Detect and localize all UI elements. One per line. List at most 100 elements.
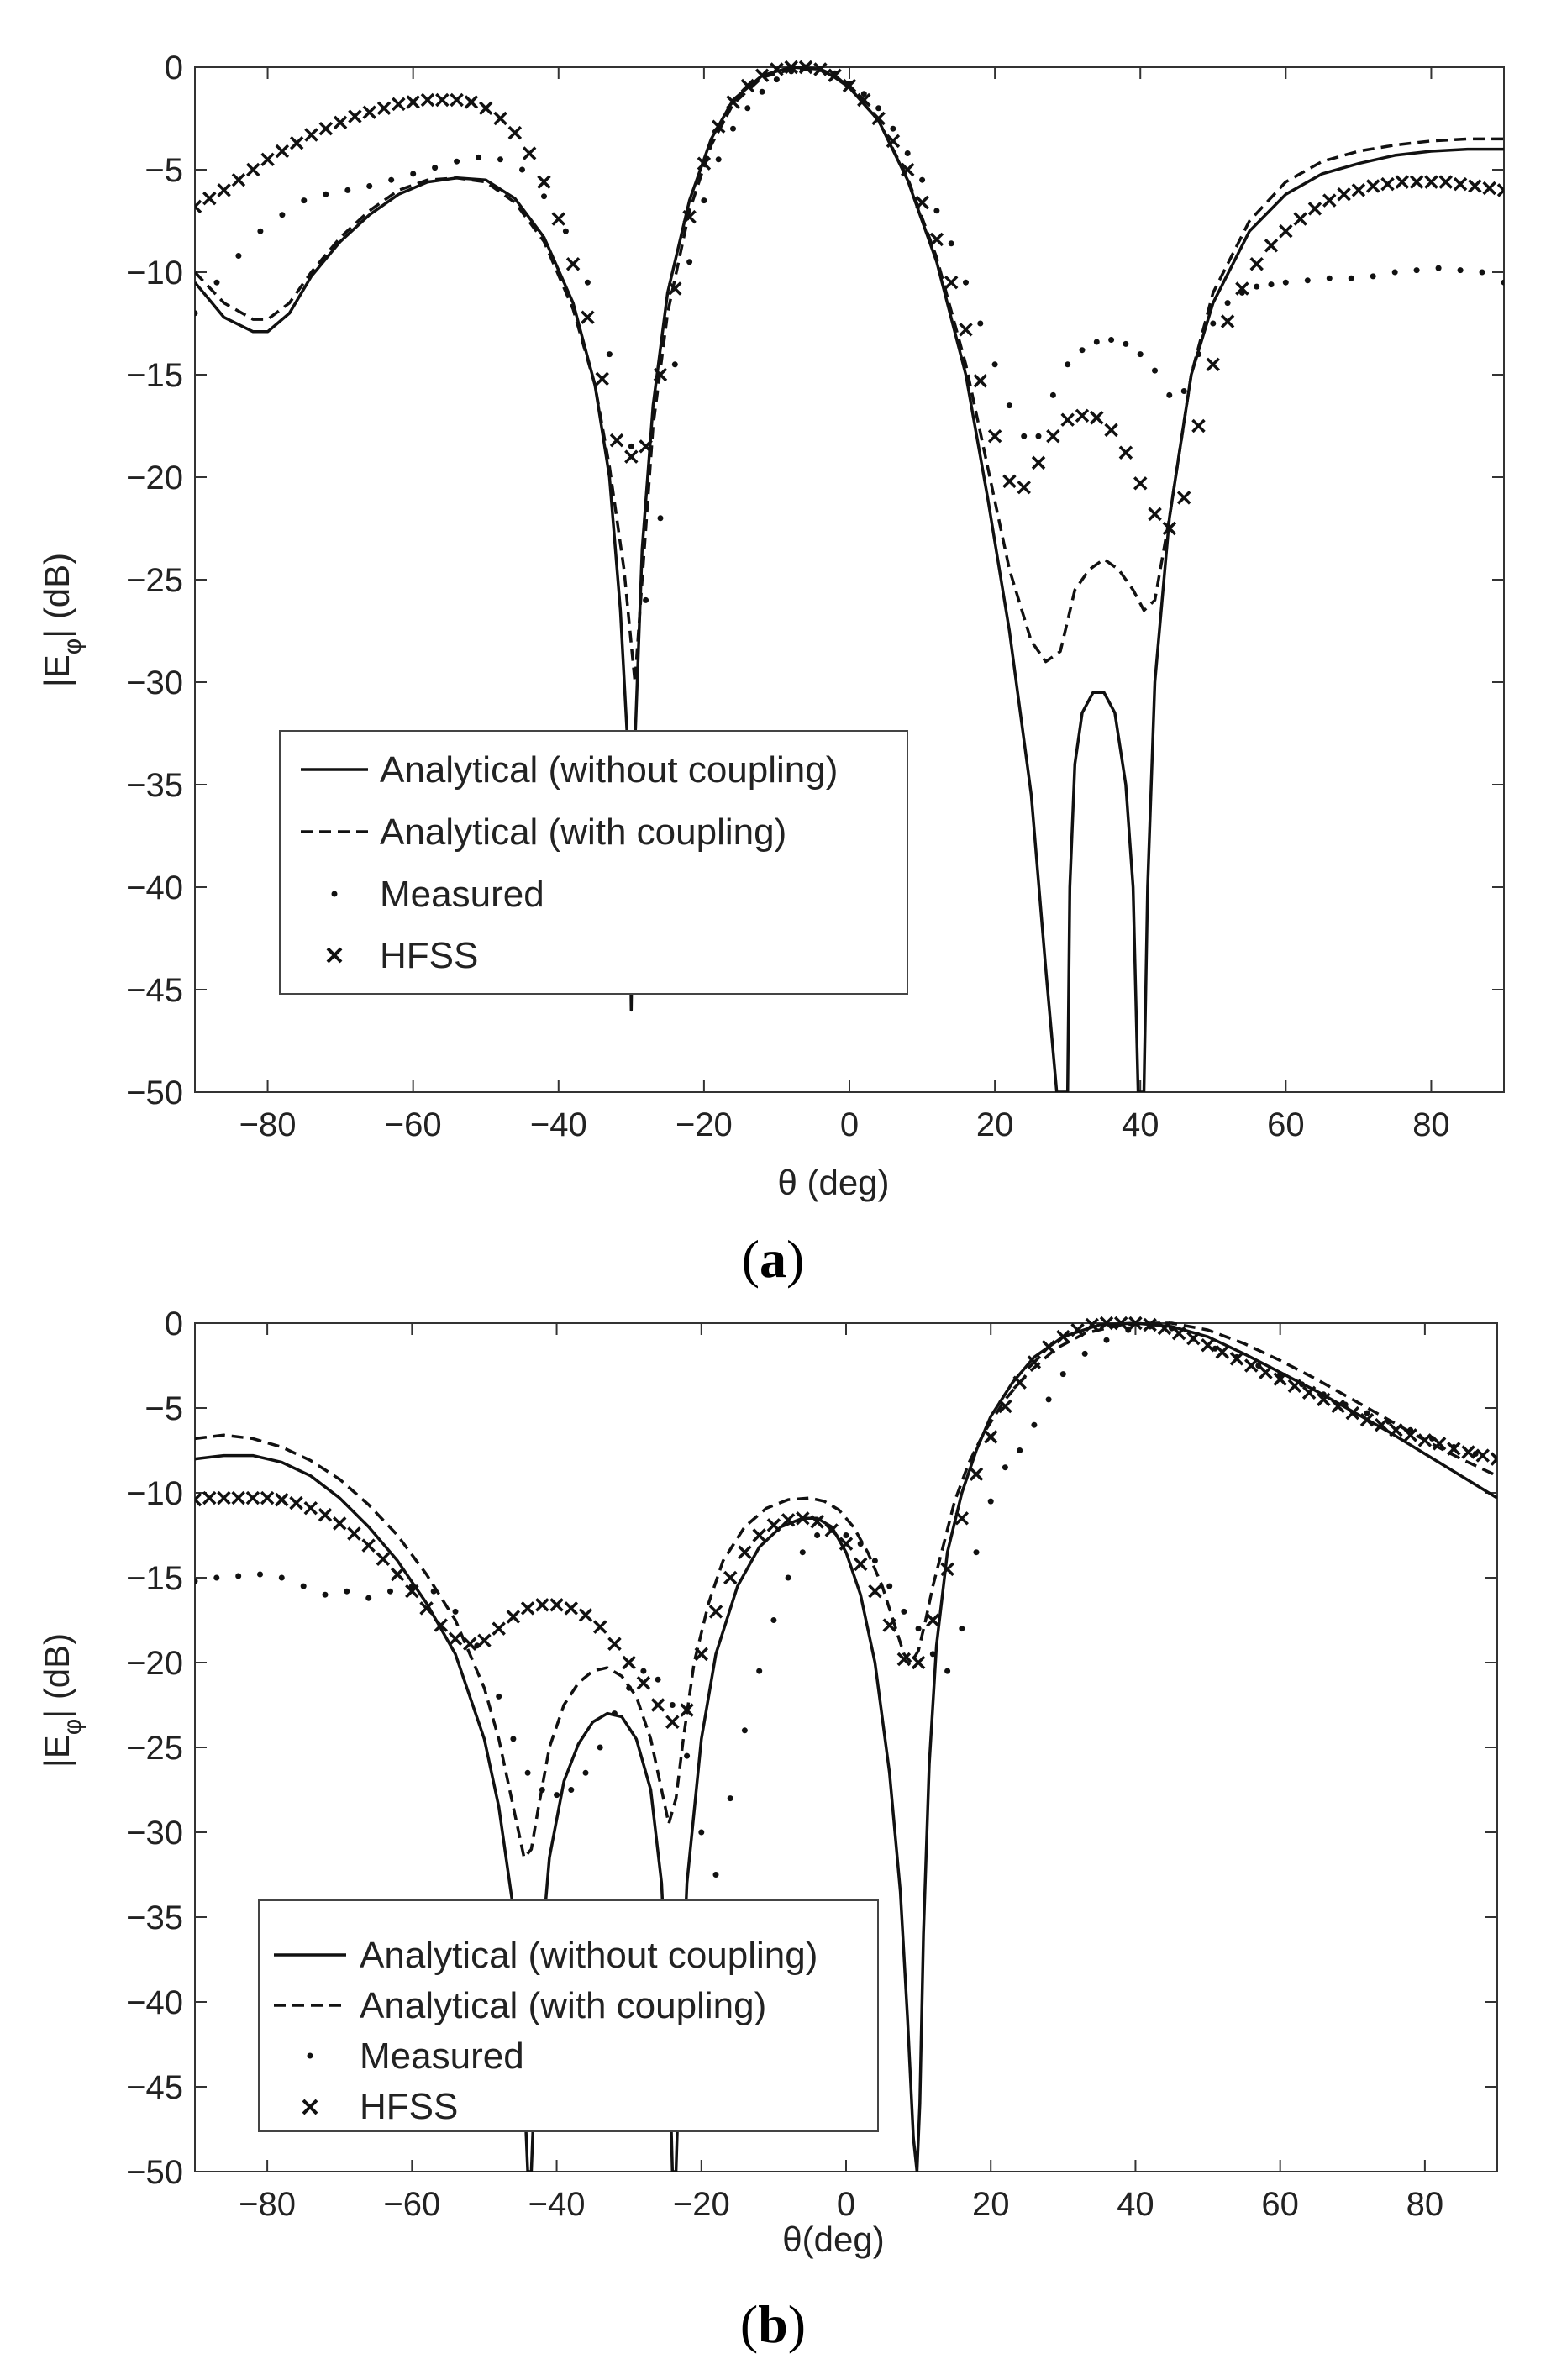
panel-b-series-dot-point <box>474 1642 481 1649</box>
panel-a-series-x-marker <box>1220 314 1235 328</box>
panel-b-series-dot-point <box>1364 1410 1370 1416</box>
panel-a-ytick-label: −15 <box>126 357 183 394</box>
panel-b-series-x-marker <box>1099 1316 1114 1331</box>
panel-a-series-dot-point <box>1093 339 1100 345</box>
panel-a-series-dot-point <box>213 279 220 286</box>
panel-a-series-x-marker <box>653 367 668 382</box>
panel-a-series-dot-point <box>1021 433 1028 439</box>
panel-b-series-x-marker <box>477 1633 492 1647</box>
panel-a-series-x-marker <box>348 109 362 123</box>
panel-b-series-x-marker <box>434 1618 449 1632</box>
panel-b-series-x-marker <box>1417 1433 1433 1447</box>
panel-b-series-x-marker <box>1113 1316 1128 1331</box>
panel-b-series-x-marker <box>1403 1428 1417 1442</box>
panel-b-series-dot-point <box>344 1588 350 1595</box>
panel-a-series-dot-point <box>1079 347 1086 354</box>
panel-a-series-x-marker <box>798 60 813 75</box>
panel-a-series-x-marker <box>581 310 595 324</box>
panel-a-series-x-marker <box>289 136 304 150</box>
panel-b-series-dot-point <box>408 1583 415 1589</box>
panel-a-series-x-marker <box>1046 428 1060 444</box>
panel-b-ytick-label: −30 <box>126 1815 183 1852</box>
panel-a-xlabel: θ (deg) <box>777 1163 889 1202</box>
panel-b-plot-area: −80 −60 −40 −20 0 20 40 60 80 0 −5 −10 −15 −20 −25 −30 −… <box>126 1306 1498 2223</box>
panel-b-series-x-marker <box>796 1511 810 1526</box>
panel-b-series-x-marker <box>1447 1442 1461 1456</box>
panel-a-series-x-marker <box>901 162 915 177</box>
panel-b-series-x-marker <box>665 1715 680 1729</box>
panel-b-series-dot-point <box>1407 1426 1414 1433</box>
panel-b-series-x-marker <box>853 1557 868 1572</box>
panel-a-series-dot-point <box>1479 269 1485 276</box>
panel-b-series-dot-point <box>1429 1435 1435 1442</box>
panel-b-series-x-marker <box>578 1608 593 1622</box>
panel-b-xtick-label: −60 <box>383 2186 440 2223</box>
panel-a-series-x-marker <box>944 275 959 290</box>
panel-b-series-x-marker <box>680 1703 694 1717</box>
panel-a-series-x-marker <box>1307 202 1322 216</box>
panel-a-series-dot-point <box>948 240 954 247</box>
panel-b-series-dot-point <box>300 1583 307 1589</box>
panel-b-series-x-marker <box>347 1526 361 1541</box>
panel-b-series-x-marker <box>983 1430 998 1444</box>
panel-b-xtick-label: 80 <box>1406 2186 1444 2223</box>
panel-b-series-dot-point <box>640 1668 647 1674</box>
panel-a-series-x-marker <box>1206 357 1221 372</box>
panel-a-series-x-marker <box>1468 179 1482 193</box>
panel-a-xtick-label: 60 <box>1267 1106 1305 1143</box>
panel-b-series-x-marker <box>1201 1338 1215 1353</box>
panel-b-series-dot-point <box>597 1744 603 1751</box>
panel-b-series-x-marker <box>275 1492 289 1507</box>
panel-b-series-x-marker <box>260 1490 275 1505</box>
panel-a-series-x-marker <box>668 281 682 296</box>
panel-a-legend-label-3: Measured <box>380 874 544 915</box>
panel-b-xtick-label: 40 <box>1117 2186 1154 2223</box>
panel-a-series-dot-point <box>366 183 373 189</box>
panel-a-series-dot-point <box>686 259 693 265</box>
panel-b-series-dot-point <box>901 1608 907 1615</box>
panel-a-series-dot-point <box>1196 351 1201 358</box>
panel-a-series-dot-point <box>1348 275 1354 281</box>
panel-b-series-x-marker <box>419 1601 434 1616</box>
panel-b-series-x-marker <box>361 1538 376 1553</box>
panel-b-series-dot-point <box>611 1710 618 1717</box>
panel-a-legend-box <box>279 730 908 995</box>
panel-b-series-x-marker <box>882 1618 896 1632</box>
panel-a-series-dot-point <box>1457 267 1464 274</box>
panel-b-series-dot-point <box>1002 1464 1008 1471</box>
panel-b-series-x-marker <box>1389 1423 1403 1437</box>
panel-a-ytick-label: −40 <box>126 870 183 906</box>
panel-a-series-x-marker <box>987 428 1002 444</box>
panel-a-series-dot-point <box>1224 300 1231 307</box>
panel-a-ytick-label: −25 <box>126 562 183 599</box>
panel-a-series-x-marker <box>1293 212 1307 226</box>
panel-b-series-x-marker <box>217 1490 231 1505</box>
panel-b-series-x-marker <box>1273 1372 1287 1386</box>
panel-a-series-x-marker <box>1424 175 1438 189</box>
panel-b-series-dot-point <box>929 1651 936 1658</box>
panel-a-series-dot-point <box>1268 281 1275 288</box>
panel-b-series-x-marker <box>231 1490 245 1505</box>
panel-a-series-dot-point <box>1304 277 1311 284</box>
panel-b-series-dot-point <box>1320 1391 1327 1398</box>
panel-a-series-dot-point <box>1166 391 1173 398</box>
panel-b-series-dot-point <box>510 1736 517 1742</box>
panel-b-series-dot-point <box>669 1702 676 1708</box>
panel-a-legend-label-4: HFSS <box>380 935 478 976</box>
panel-a-series-dot-point <box>1254 283 1260 290</box>
panel-a-series-dot-point <box>1282 279 1289 286</box>
panel-b-legend-box <box>258 1899 879 2132</box>
panel-a-series-x-marker <box>565 257 581 271</box>
panel-a-series-x-marker <box>1075 408 1090 423</box>
panel-a-series-x-marker <box>784 60 798 75</box>
panel-a-series-x-marker <box>376 101 392 116</box>
panel-a-series-x-marker <box>1438 175 1453 189</box>
panel-b-series-x-marker <box>694 1647 709 1662</box>
panel-b-ytick-label: −50 <box>126 2154 183 2191</box>
panel-b-xlabel: θ(deg) <box>782 2220 884 2259</box>
panel-b-series-x-marker <box>1012 1375 1027 1390</box>
panel-a-series-x-marker <box>275 144 290 159</box>
panel-a-series-x-marker <box>333 115 348 130</box>
panel-a-series-x-marker <box>1395 175 1410 189</box>
panel-b-series-dot-point <box>1103 1337 1110 1343</box>
